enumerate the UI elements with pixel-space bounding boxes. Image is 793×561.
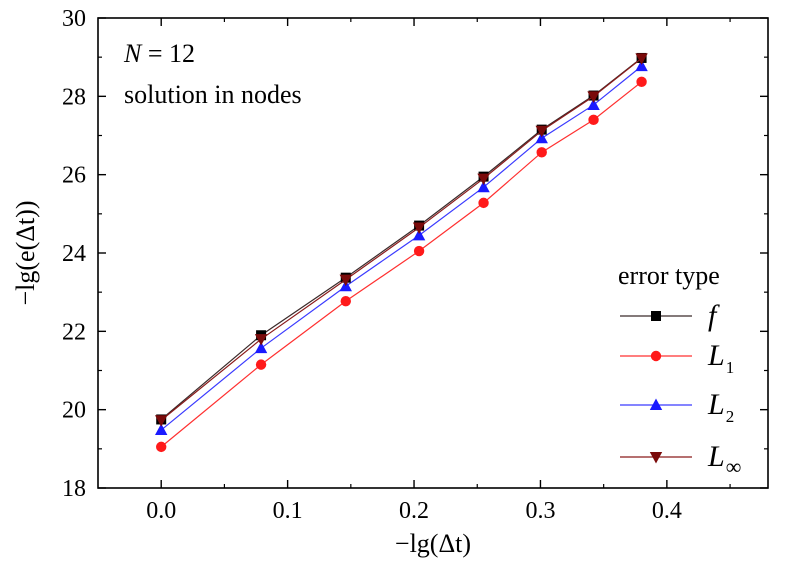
data-point: [155, 423, 168, 436]
legend-label: L∞: [707, 440, 741, 479]
series-line: [160, 81, 642, 448]
x-tick-label: 0.0: [146, 498, 176, 524]
legend-label-subscript: 2: [726, 407, 735, 426]
legend-entry: L∞: [620, 440, 741, 479]
x-axis-title: −lg(Δt): [395, 529, 471, 558]
legend-marker: [649, 398, 663, 410]
legend-label-subscript: 1: [726, 358, 735, 377]
series-line: [160, 57, 642, 420]
data-point: [412, 228, 426, 241]
y-tick-labels: 18 20 22 24 26 28 30: [62, 6, 86, 502]
data-point: [339, 274, 352, 287]
legend-label: L1: [707, 339, 734, 377]
x-tick-label: 0.1: [273, 498, 303, 524]
legend-title: error type: [618, 261, 720, 290]
series-line: [160, 57, 642, 421]
legend-label-base: L: [707, 339, 725, 372]
legend-label: f: [708, 299, 720, 332]
annotation-line-2: solution in nodes: [124, 80, 302, 109]
data-point: [254, 334, 268, 346]
data-point: [412, 222, 426, 235]
legend-label: L2: [707, 388, 734, 426]
series-L2: [155, 59, 648, 436]
data-point: [535, 131, 548, 144]
data-point: [255, 359, 267, 370]
y-tick-label: 26: [62, 163, 86, 189]
data-point: [413, 245, 425, 257]
legend-entry: f: [620, 299, 720, 332]
legend-entry: L1: [620, 339, 734, 377]
data-point: [535, 125, 548, 138]
tick-marks: [98, 17, 768, 489]
legend-label-base: L: [707, 440, 725, 473]
data-point: [254, 341, 268, 354]
series-layer: [155, 52, 648, 453]
y-tick-label: 22: [62, 319, 86, 345]
y-tick-label: 30: [62, 6, 86, 32]
series-L1: [156, 76, 647, 453]
data-point: [588, 114, 599, 126]
series-line: [160, 65, 642, 431]
legend-label-base: L: [707, 388, 725, 421]
y-axis-title: −lg(e(Δt)): [11, 200, 40, 305]
data-point: [635, 53, 648, 65]
legend-marker: [649, 452, 663, 464]
legend-marker: [651, 311, 661, 321]
series-L∞: [155, 53, 648, 427]
data-point: [536, 147, 547, 158]
data-point: [587, 98, 600, 110]
data-point: [477, 173, 490, 186]
y-tick-label: 18: [62, 476, 86, 502]
x-tick-label: 0.3: [525, 498, 555, 524]
data-point: [636, 76, 647, 88]
annotation-line-1: N = 12: [123, 39, 195, 68]
annotation: N = 12 solution in nodes: [123, 39, 302, 109]
legend-entry: L2: [620, 388, 734, 426]
data-point: [477, 180, 490, 193]
annotation-value: = 12: [141, 39, 195, 68]
data-point: [478, 197, 489, 209]
annotation-variable: N: [123, 39, 143, 68]
data-point: [587, 91, 600, 103]
data-point: [635, 59, 648, 72]
legend-marker: [650, 350, 662, 362]
legend-label-subscript: ∞: [726, 454, 742, 479]
legend-label-base: f: [708, 299, 720, 332]
data-point: [340, 295, 351, 307]
x-tick-labels: 0.0 0.1 0.2 0.3 0.4: [146, 498, 682, 524]
x-tick-label: 0.4: [652, 498, 682, 524]
y-tick-label: 20: [62, 398, 86, 424]
y-tick-label: 28: [62, 84, 86, 110]
y-tick-label: 24: [62, 241, 86, 267]
data-point: [155, 415, 168, 427]
data-point: [156, 441, 167, 453]
x-tick-label: 0.2: [399, 498, 429, 524]
